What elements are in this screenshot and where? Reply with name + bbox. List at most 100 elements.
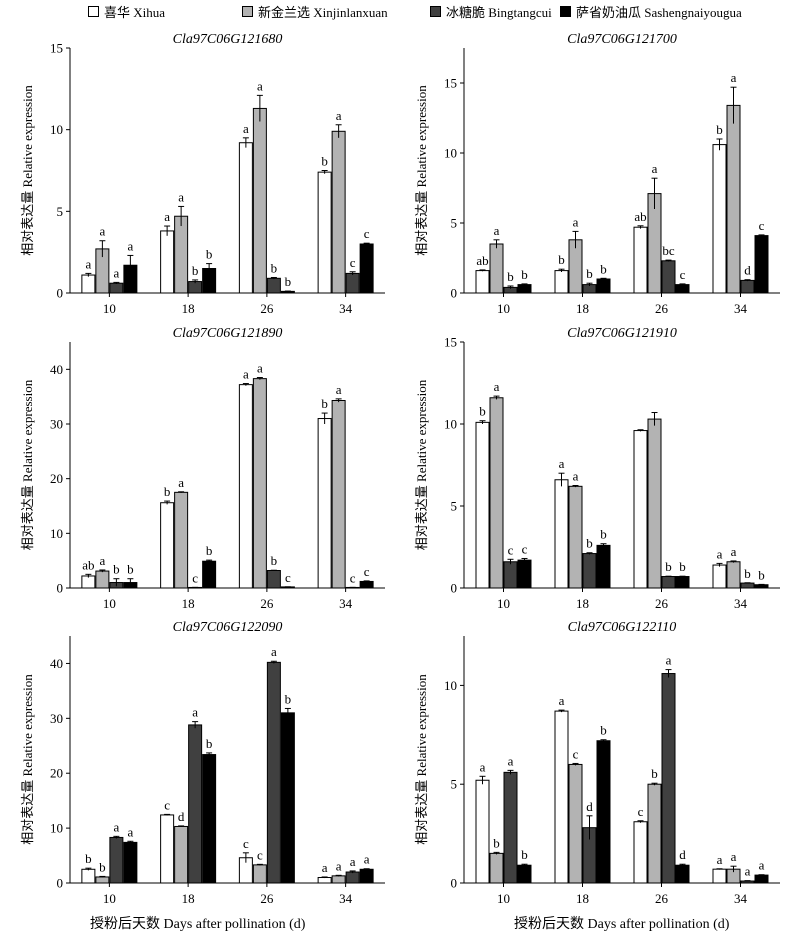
chart5-significance-letter: d (178, 809, 185, 824)
chart1-ylabel: 相对表达量 Relative expression (20, 85, 35, 256)
chart3-ytick-label: 10 (50, 526, 63, 541)
chart6-bar (712, 868, 727, 884)
chart5-ytick-label: 10 (50, 821, 63, 836)
chart1-ytick-label: 15 (50, 41, 63, 56)
chart4-bar (661, 576, 676, 589)
chart4-significance-letter: c (508, 542, 514, 557)
chart5-ytick-label: 40 (50, 656, 63, 671)
chart1-significance-letter: a (336, 108, 342, 123)
chart3-ytick-label: 30 (50, 417, 63, 432)
chart6-significance-letter: a (759, 858, 765, 873)
chart3-bar (238, 384, 253, 589)
chart6-significance-letter: a (731, 849, 737, 864)
chart5-ytick-label: 0 (57, 876, 64, 891)
chart2-significance-letter: a (494, 223, 500, 238)
chart2-bar (712, 144, 727, 294)
chart5-xtick-label: 10 (103, 891, 116, 906)
chart4-title: Cla97C06G121910 (567, 326, 677, 341)
chart5-significance-letter: a (271, 644, 277, 659)
chart2-ytick-label: 10 (444, 146, 457, 161)
chart4-significance-letter: b (758, 567, 765, 582)
chart4-bar (568, 485, 583, 589)
chart2-bar (596, 278, 611, 294)
chart5-ylabel: 相对表达量 Relative expression (20, 674, 35, 845)
chart3-bar (160, 502, 175, 589)
chart6-ylabel: 相对表达量 Relative expression (414, 674, 429, 845)
legend-item-xinjinlanxuan: 新金兰选 Xinjinlanxuan (242, 3, 388, 20)
chart1-significance-letter: b (285, 274, 292, 289)
chart2-significance-letter: a (652, 161, 658, 176)
chart4-bar (489, 397, 504, 589)
chart2-significance-letter: b (716, 122, 723, 137)
chart3-xtick-label: 34 (339, 596, 353, 611)
chart5-significance-letter: a (322, 860, 328, 875)
chart5-bar (317, 877, 332, 884)
chart4-bar (596, 544, 611, 589)
chart1-significance-letter: b (192, 263, 199, 278)
chart1-ytick-label: 5 (57, 204, 64, 219)
chart6-significance-letter: b (651, 766, 658, 781)
chart6-ytick-label: 5 (451, 777, 458, 792)
chart2-bar (740, 279, 755, 294)
chart1-bar (252, 107, 267, 294)
chart1-xtick-label: 10 (103, 301, 116, 316)
chart6-bar (661, 673, 676, 884)
chart5-bar (252, 864, 267, 884)
chart6-bar (489, 852, 504, 884)
chart6-xtick-label: 10 (497, 891, 510, 906)
chart2-significance-letter: b (507, 269, 514, 284)
chart6-significance-letter: c (573, 746, 579, 761)
chart2-ytick-label: 0 (451, 286, 458, 301)
chart4-bar (647, 418, 662, 589)
chart3-significance-letter: ab (82, 557, 94, 572)
chart4-significance-letter: c (522, 541, 528, 556)
chart3-bar (202, 560, 217, 589)
chart6-significance-letter: a (717, 852, 723, 867)
chart4-significance-letter: b (600, 527, 607, 542)
chart4-xtick-label: 10 (497, 596, 510, 611)
chart1-significance-letter: a (99, 224, 105, 239)
chart6-bar (503, 771, 518, 884)
chart1-xtick-label: 18 (182, 301, 195, 316)
chart5-bar (174, 825, 189, 884)
chart3-bar (81, 575, 96, 589)
chart6-bar (554, 710, 569, 884)
chart1-significance-letter: c (350, 255, 356, 270)
chart4-ytick-label: 5 (451, 499, 458, 514)
chart6-bar (647, 783, 662, 884)
chart4-bar (582, 553, 597, 589)
chart6-ytick-label: 0 (451, 876, 458, 891)
chart5-xtick-label: 26 (260, 891, 274, 906)
chart4-bar (726, 561, 741, 589)
chart5-bar (331, 875, 346, 884)
chart1-significance-letter: b (271, 260, 278, 275)
chart2-bar (517, 284, 532, 294)
chart5-significance-letter: b (99, 859, 106, 874)
chart1-bar (359, 243, 374, 294)
chart1-significance-letter: a (164, 209, 170, 224)
chart2-xtick-label: 26 (655, 301, 669, 316)
chart3-significance-letter: b (113, 562, 120, 577)
chart6-significance-letter: a (666, 653, 672, 668)
chart2-xtick-label: 10 (497, 301, 510, 316)
chart1-bar (238, 142, 253, 294)
chart4-bar (675, 576, 690, 589)
chart2-bar (554, 270, 569, 294)
chart3-xtick-label: 18 (182, 596, 195, 611)
chart4-significance-letter: a (731, 544, 737, 559)
chart4-xtick-label: 18 (576, 596, 589, 611)
chart2-bar (475, 270, 490, 294)
chart5-significance-letter: c (257, 847, 263, 862)
chart1-ytick-label: 0 (57, 286, 64, 301)
chart6-significance-letter: a (508, 753, 514, 768)
chart6-significance-letter: a (745, 864, 751, 879)
chart6-xtick-label: 34 (734, 891, 748, 906)
chart2-title: Cla97C06G121700 (567, 32, 677, 47)
chart5-bar (109, 836, 124, 884)
chart5-bar (160, 814, 175, 884)
chart2-bar (633, 226, 648, 294)
chart4-bar (475, 421, 490, 589)
chart4-ylabel: 相对表达量 Relative expression (414, 379, 429, 550)
chart3-bar (317, 418, 332, 589)
